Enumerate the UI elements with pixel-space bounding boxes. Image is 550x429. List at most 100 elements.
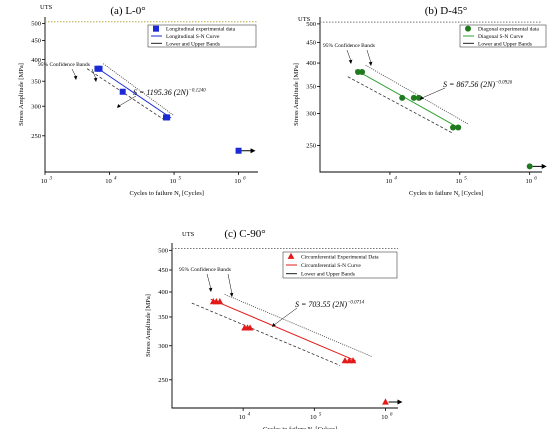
sn-curve-line [210, 298, 356, 362]
fit-equation: S = 867.56 (2N)−0.0926 [443, 80, 513, 89]
runout-arrowhead [397, 399, 403, 405]
fit-equation-main: S = 703.55 (2N) [295, 300, 347, 309]
legend-label: Lower and Upper Bands [478, 41, 532, 47]
data-point [349, 357, 357, 364]
x-tick-label: 10 [170, 178, 177, 185]
ci-arrowhead [73, 75, 78, 80]
x-axis-label-unit: [Cycles] [460, 190, 484, 197]
x-tick-label: 10 [234, 178, 241, 185]
y-tick-label: 250 [31, 133, 41, 140]
y-tick-label: 400 [31, 57, 41, 64]
fit-equation-exponent: −0.1240 [188, 89, 206, 94]
lower-band-line [86, 68, 167, 122]
x-axis-label-sub: f [458, 193, 460, 198]
runout-point [526, 163, 533, 170]
data-point [450, 124, 457, 131]
x-tick-label: 10 [310, 414, 317, 421]
x-tick-label: 10 [41, 178, 48, 185]
ci-label: 95% Confidence Bands [179, 266, 231, 273]
ci-arrow [227, 273, 233, 295]
fit-equation-exponent: −0.0714 [347, 301, 365, 306]
ci-arrowhead [93, 77, 98, 82]
x-axis-label: Cycles to failure Nf [Cycles] [130, 190, 204, 198]
ci-label: 95% Confidence Bands [38, 61, 90, 68]
ci-arrow [71, 68, 77, 78]
fit-equation-main: S = 867.56 (2N) [443, 80, 495, 89]
legend-box [459, 24, 547, 48]
y-tick-label: 350 [31, 78, 41, 85]
data-point [216, 297, 224, 305]
y-axis-label: Stress Amplitude [MPa] [18, 63, 25, 126]
equation-arrow [421, 87, 446, 99]
y-tick-label: 300 [31, 103, 41, 110]
y-tick-label: 500 [158, 248, 168, 255]
legend-marker [287, 252, 295, 259]
equation-arrowhead [117, 104, 121, 108]
y-tick-label: 450 [306, 40, 316, 47]
legend-box [282, 251, 398, 279]
data-point [410, 94, 417, 101]
chart-title: (c) C-90° [224, 228, 265, 240]
uts-label: UTS [40, 4, 53, 11]
sn-curve-line [355, 69, 459, 128]
uts-label: UTS [298, 16, 311, 23]
fit-equation: S = 703.55 (2N)−0.0714 [295, 300, 365, 309]
x-tick-exponent: 3 [50, 177, 53, 182]
legend-label: Lower and Upper Bands [301, 272, 355, 278]
lower-band-line [191, 302, 341, 366]
legend-label: Diagonal experimental data [478, 27, 539, 33]
chart-title: (b) D-45° [425, 5, 468, 17]
x-tick-exponent: 4 [394, 177, 397, 182]
data-point [399, 94, 406, 101]
legend-marker [153, 25, 159, 32]
legend-label: Circumferential S-N Curve [301, 262, 361, 269]
x-axis-label-main: Cycles to failure N [130, 190, 180, 197]
upper-band-line [103, 63, 175, 117]
x-tick-exponent: 6 [534, 177, 537, 182]
chart-title: (a) L-0° [110, 5, 145, 17]
y-tick-label: 350 [158, 314, 168, 321]
y-tick-label: 250 [306, 143, 316, 150]
fit-equation: S = 1195.36 (2N)−0.1240 [133, 88, 206, 97]
data-point [359, 69, 366, 76]
legend-label: Longitudinal S-N Curve [166, 34, 220, 40]
ci-arrowhead [368, 61, 373, 66]
ci-arrow [91, 68, 97, 80]
legend-label: Diagonal S-N Curve [478, 34, 524, 40]
y-tick-label: 300 [306, 111, 316, 118]
equation-arrow [273, 307, 298, 326]
x-tick-label: 10 [456, 178, 463, 185]
ci-arrow [346, 49, 352, 62]
ci-arrowhead [348, 59, 353, 64]
y-tick-label: 500 [306, 21, 316, 28]
upper-band-line [224, 293, 373, 358]
x-axis-label-unit: [Cylces] [314, 426, 338, 429]
x-tick-exponent: 6 [243, 177, 246, 182]
legend-label: Circumferential Experimental Data [301, 253, 379, 260]
uts-label: UTS [182, 231, 195, 238]
y-tick-label: 450 [158, 267, 168, 274]
x-axis-label-sub: f [179, 193, 181, 198]
equation-arrowhead [272, 323, 276, 327]
y-tick-label: 300 [158, 343, 168, 350]
x-tick-label: 10 [381, 414, 388, 421]
x-tick-exponent: 5 [319, 413, 322, 418]
x-tick-label: 10 [525, 178, 532, 185]
legend-box [147, 24, 257, 48]
x-tick-label: 10 [239, 414, 246, 421]
y-tick-label: 350 [306, 84, 316, 91]
ci-label: 95% Confidence Bands [323, 42, 375, 49]
equation-arrow [118, 95, 137, 107]
x-axis-label-main: Cycles to failure N [409, 190, 459, 197]
panel-c: (c) C-90°UTS250300350400450500104105106C… [145, 228, 403, 429]
y-tick-label: 400 [306, 60, 316, 67]
runout-arrowhead [541, 163, 547, 169]
x-tick-exponent: 4 [114, 177, 117, 182]
legend-marker [465, 25, 471, 32]
plot-axes [171, 243, 398, 409]
data-point [164, 114, 171, 121]
x-axis-label-main: Cycles to failure N [263, 426, 313, 429]
equation-arrowhead [420, 96, 424, 100]
